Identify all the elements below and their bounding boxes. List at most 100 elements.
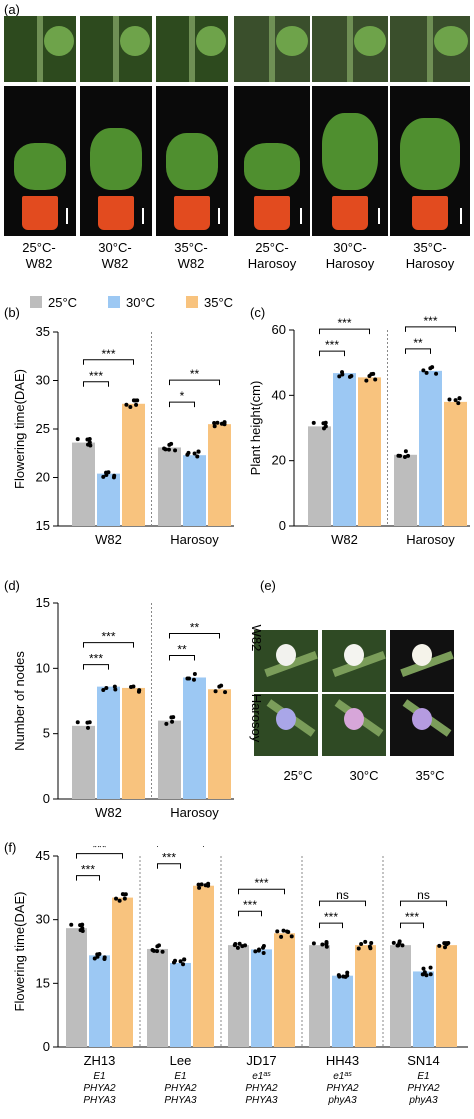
bar (208, 689, 231, 799)
significance-label: *** (81, 863, 95, 877)
genotype-label: PHYA3 (164, 1095, 197, 1106)
bar (413, 971, 434, 1047)
panel-label-f: (f) (4, 840, 17, 855)
y-tick-label: 5 (43, 726, 50, 741)
bar (228, 945, 249, 1047)
caption-35-harosoy: 35°C- Harosoy (405, 240, 455, 271)
data-point (430, 365, 435, 370)
flower-closeup-photo (156, 16, 228, 82)
whole-plant-photo (4, 86, 76, 236)
significance-label: ns (417, 888, 430, 902)
y-tick-label: 60 (272, 322, 286, 337)
bar (208, 424, 231, 526)
bar (66, 928, 87, 1047)
data-point (275, 929, 280, 934)
whole-plant-photo (234, 86, 310, 236)
y-tick-label: 15 (36, 518, 50, 533)
data-point (219, 683, 224, 688)
x-category-label: Harosoy (406, 532, 455, 547)
data-point (428, 972, 433, 977)
data-point (87, 720, 92, 725)
bar (158, 447, 181, 526)
data-point (134, 402, 139, 407)
genotype-label: PHYA2 (83, 1083, 116, 1094)
bar (170, 962, 191, 1047)
data-point (453, 398, 458, 403)
data-point (424, 370, 429, 375)
panel-label-b: (b) (4, 305, 20, 320)
bar (193, 885, 214, 1047)
flower-photo (390, 694, 454, 756)
data-point (212, 424, 217, 429)
data-point (261, 944, 266, 949)
significance-bracket: *** (76, 846, 123, 859)
bar (332, 975, 353, 1047)
genotype-label: E1 (93, 1071, 105, 1082)
genotype-label: phyA3 (408, 1095, 438, 1106)
significance-bracket: *** (405, 314, 456, 332)
data-point (75, 720, 80, 725)
data-point (85, 725, 90, 730)
y-tick-label: 0 (43, 791, 50, 806)
genotype-label: E1 (417, 1071, 429, 1082)
y-tick-label: 30 (36, 373, 50, 388)
genotype-label: e1as (252, 1071, 271, 1083)
data-point (196, 882, 201, 887)
bar (97, 686, 120, 799)
bar (419, 370, 442, 526)
data-point (182, 957, 187, 962)
significance-label: ** (190, 367, 200, 381)
data-point (75, 437, 80, 442)
row-label-w82: W82 (249, 624, 264, 652)
data-point (367, 944, 372, 949)
significance-label: *** (337, 316, 351, 330)
data-point (286, 930, 291, 935)
data-point (114, 896, 119, 901)
x-category-label: Harosoy (170, 532, 219, 547)
bar (112, 897, 133, 1047)
flower-closeup-photo (312, 16, 388, 82)
data-point (166, 447, 171, 452)
genotype-label: PHYA2 (326, 1083, 359, 1094)
caption-25-w82: 25°C- W82 (22, 240, 56, 271)
data-point (122, 896, 127, 901)
significance-bracket: *** (157, 846, 204, 847)
significance-label: *** (423, 314, 437, 328)
flower-photo (254, 694, 318, 756)
bar (122, 687, 145, 799)
data-point (289, 934, 294, 939)
data-point (160, 949, 165, 954)
data-point (215, 420, 220, 425)
x-category-label: HH43 (326, 1053, 359, 1068)
bar (358, 377, 381, 526)
bar (274, 933, 295, 1047)
data-point (69, 922, 74, 927)
y-tick-label: 25 (36, 421, 50, 436)
bar (308, 426, 331, 526)
data-point (104, 686, 109, 691)
significance-bracket: *** (319, 910, 343, 929)
significance-label: ns (336, 888, 349, 902)
significance-bracket: *** (76, 863, 100, 881)
genotype-label: e1as (333, 1071, 352, 1083)
y-axis-label: Flowering time(DAE) (12, 369, 27, 489)
genotype-label: PHYA2 (407, 1083, 440, 1094)
data-point (181, 962, 186, 967)
data-point (233, 941, 238, 946)
data-point (120, 892, 125, 897)
legend-item: 25°C (30, 295, 77, 310)
significance-label: *** (89, 652, 103, 666)
y-tick-label: 40 (272, 387, 286, 402)
flower-closeup-photo (234, 16, 310, 82)
data-point (101, 474, 106, 479)
x-category-label: SN14 (407, 1053, 440, 1068)
col-label-30: 30°C (349, 768, 379, 783)
data-point (199, 882, 204, 887)
significance-bracket: *** (238, 876, 285, 895)
genotype-label: E1 (174, 1071, 186, 1082)
chart-flowering-time-cultivars: Flowering time(DAE)0153045ZH13E1PHYA2PHY… (12, 846, 468, 1106)
caption-35-w82: 35°C- W82 (174, 240, 208, 271)
chart-flowering-time: Flowering time(DAE)1520253035W82******Ha… (12, 324, 234, 547)
bar (147, 948, 168, 1047)
data-point (235, 945, 240, 950)
